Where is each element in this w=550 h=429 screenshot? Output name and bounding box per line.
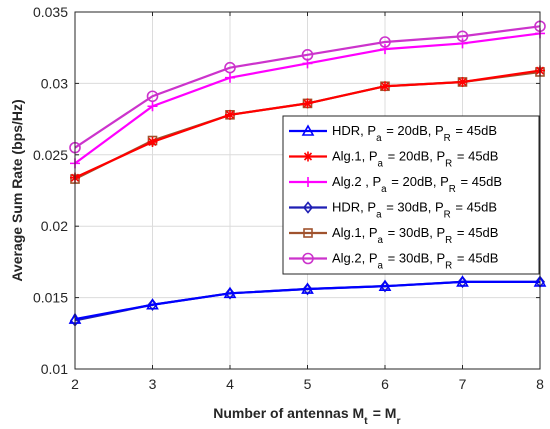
plus-marker [303,177,313,187]
asterisk-marker [225,109,235,120]
series-line [74,25,541,149]
y-tick-label: 0.015 [33,290,68,306]
legend-label: Alg.2 , Pa = 20dB, PR = 45dB [332,174,502,195]
y-axis-label: Average Sum Rate (bps/Hz) [9,99,25,281]
circle-marker [456,30,469,43]
x-tick-labels: 2 3 4 5 6 7 8 [71,12,544,392]
legend-entry: HDR, Pa = 30dB, PR = 45dB [289,200,497,221]
y-tick-label: 0.03 [41,75,68,91]
asterisk-marker [303,151,313,162]
circle-marker [379,36,391,48]
x-tick-label: 3 [149,376,157,392]
series-6 [69,20,546,154]
x-axis-label-text: Number of antennas Mt = Mr [213,405,401,427]
x-tick-label: 6 [381,376,389,392]
plus-marker [457,38,468,49]
circle-marker [146,90,159,103]
y-tick-label: 0.01 [41,361,68,377]
x-tick-label: 4 [226,376,234,392]
x-tick-label: 2 [71,376,79,392]
series-line [74,280,540,321]
legend-label: HDR, Pa = 30dB, PR = 45dB [332,200,497,221]
series-3 [70,28,545,169]
plus-marker [380,44,390,55]
series-group [68,20,547,327]
legend-label: Alg.1, Pa = 20dB, PR = 45dB [332,149,498,170]
asterisk-marker [147,136,158,147]
x-tick-label: 5 [304,376,312,392]
y-tick-label: 0.02 [41,218,68,234]
square-marker [303,228,313,238]
triangle-marker [456,275,469,287]
legend-entry: Alg.2, Pa = 30dB, PR = 45dB [289,251,498,272]
y-axis-label-text: Average Sum Rate (bps/Hz) [9,99,25,281]
triangle-marker [223,286,237,299]
legend-label: HDR, Pa = 20dB, PR = 45dB [332,123,497,144]
triangle-marker [301,124,315,136]
legend-entry: HDR, Pa = 20dB, PR = 45dB [289,123,497,144]
legend-entry: Alg.2 , Pa = 20dB, PR = 45dB [289,174,502,195]
plus-marker [225,72,235,83]
legend-label: Alg.1, Pa = 30dB, PR = 45dB [332,225,498,246]
asterisk-marker [457,76,468,87]
circle-marker [302,252,314,265]
legend-entry: Alg.1, Pa = 20dB, PR = 45dB [289,149,498,170]
x-tick-label: 8 [536,376,544,392]
y-tick-label: 0.025 [33,147,68,163]
y-tick-labels: 0.01 0.015 0.02 0.025 0.03 0.035 [33,4,540,377]
legend-entry: Alg.1, Pa = 30dB, PR = 45dB [289,225,498,246]
y-tick-label: 0.035 [33,4,68,20]
diamond-marker [302,201,314,214]
plus-marker [147,101,158,112]
triangle-marker [301,282,314,294]
circle-marker [301,49,314,61]
x-tick-label: 7 [459,376,467,392]
asterisk-marker [302,98,313,109]
legend: HDR, Pa = 20dB, PR = 45dB Alg.1, Pa = 20d… [282,115,540,275]
circle-marker [224,61,236,74]
triangle-marker [146,298,159,310]
legend-box [282,115,540,275]
legend-label: Alg.2, Pa = 30dB, PR = 45dB [332,251,498,272]
asterisk-marker [380,81,390,92]
x-axis-label: Number of antennas Mt = Mr [213,405,401,427]
triangle-marker [378,279,392,291]
